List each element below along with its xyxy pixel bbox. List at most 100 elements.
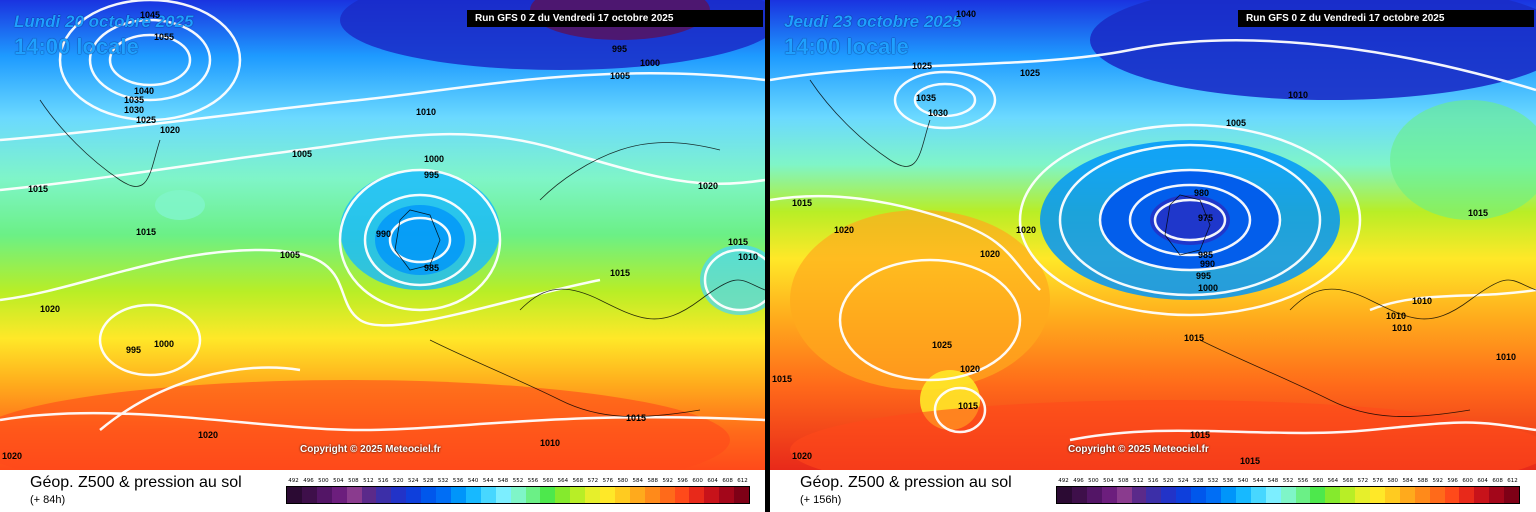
legend-swatch [1265, 487, 1281, 503]
legend-label: 608 [722, 478, 733, 484]
legend-label: 504 [333, 478, 344, 484]
legend-swatch [1220, 487, 1236, 503]
legend-label: 540 [1237, 478, 1249, 484]
legend-label: 496 [1073, 478, 1084, 484]
legend-label: 496 [303, 478, 314, 484]
forecast-date: Jeudi 23 octobre 2025 [784, 12, 962, 31]
isobar-label: 1000 [154, 339, 175, 349]
legend-label: 508 [348, 478, 359, 484]
legend-label: 492 [288, 478, 299, 484]
legend-label: 492 [1058, 478, 1069, 484]
legend-swatch [555, 487, 571, 503]
legend-label: 608 [1492, 478, 1503, 484]
legend-label: 528 [422, 478, 434, 484]
legend-label: 576 [1372, 478, 1384, 484]
legend-label: 572 [1357, 478, 1369, 484]
legend-label: 588 [1417, 478, 1428, 484]
legend-label: 600 [1462, 478, 1473, 484]
legend-label: 564 [557, 478, 569, 484]
isobar-label: 1005 [292, 149, 313, 159]
isobar-label: 980 [1194, 188, 1210, 198]
isobar-label: 1020 [960, 364, 981, 374]
panel-divider [765, 0, 770, 512]
legend-label: 556 [527, 478, 539, 484]
isobar-label: 1010 [1496, 352, 1517, 362]
legend-label: 516 [1148, 478, 1159, 484]
legend-swatch [495, 487, 511, 503]
legend-label: 524 [1177, 478, 1189, 484]
isobar-label: 1005 [1226, 118, 1247, 128]
isobar-label: 1020 [198, 430, 219, 440]
legend-swatch [585, 487, 601, 503]
left-footer: Géop. Z500 & pression au sol (+ 84h) 492… [0, 470, 765, 512]
isobar-label: 990 [1200, 259, 1216, 269]
isobar-label: 1040 [956, 9, 977, 19]
legend-swatch [1459, 487, 1475, 503]
legend-label: 552 [512, 478, 524, 484]
legend-swatch [1235, 487, 1251, 503]
legend-swatch [287, 487, 302, 503]
legend-label: 548 [497, 478, 509, 484]
copyright: Copyright © 2025 Meteociel.fr [300, 444, 441, 455]
isobar-label: 1015 [1190, 430, 1211, 440]
legend-swatch [1429, 487, 1445, 503]
legend-swatch [1474, 487, 1490, 503]
legend-label: 584 [1402, 478, 1414, 484]
isobar-label: 1020 [792, 451, 813, 461]
legend-label: 536 [1222, 478, 1234, 484]
legend-label: 596 [677, 478, 688, 484]
forecast-step: (+ 84h) [30, 494, 66, 506]
legend-label: 576 [602, 478, 614, 484]
run-banner: Run GFS 0 Z du Vendredi 17 octobre 2025 [1238, 10, 1534, 27]
legend-swatch [525, 487, 541, 503]
isobar-label: 985 [1198, 250, 1214, 260]
isobar-label: 1055 [154, 32, 175, 42]
isobar-label: 995 [126, 345, 142, 355]
legend-swatch [1340, 487, 1356, 503]
legend-swatch [1444, 487, 1460, 503]
isobar-label: 1020 [1016, 225, 1037, 235]
legend-label: 536 [452, 478, 464, 484]
right-map [770, 0, 1536, 470]
legend-label: 528 [1192, 478, 1204, 484]
isobar-label: 995 [424, 170, 440, 180]
forecast-time: 14:00 locale [14, 34, 139, 59]
legend-swatch [719, 487, 735, 503]
right-map-svg [770, 0, 1536, 470]
legend-swatch [316, 487, 332, 503]
legend-swatch [1161, 487, 1177, 503]
forecast-time: 14:00 locale [784, 34, 909, 59]
isobar-label: 1000 [424, 154, 445, 164]
legend-label: 612 [737, 478, 748, 484]
legend-label: 556 [1297, 478, 1309, 484]
legend-swatch [510, 487, 526, 503]
legend-label: 520 [393, 478, 404, 484]
isobar-label: 1040 [134, 86, 155, 96]
isobar-label: 1010 [1288, 90, 1309, 100]
legend-label: 508 [1118, 478, 1129, 484]
isobar-label: 1015 [610, 268, 631, 278]
legend-label: 612 [1507, 478, 1518, 484]
isobar-label: 1045 [140, 10, 161, 20]
isobar-label: 1030 [124, 105, 145, 115]
legend-label: 560 [1312, 478, 1324, 484]
legend-labels: 492 496 500 504 508 512 516 520 524 528 532 536 540 5… [1056, 478, 1520, 486]
isobar-label: 1015 [772, 374, 793, 384]
isobar-label: 1020 [160, 125, 181, 135]
isobar-label: 1015 [958, 401, 979, 411]
left-map-svg [0, 0, 765, 470]
isobar-label: 1005 [280, 250, 301, 260]
legend-bar [286, 486, 750, 504]
legend-swatch [1191, 487, 1207, 503]
legend-label: 532 [1207, 478, 1219, 484]
isobar-label: 1030 [928, 108, 949, 118]
legend-label: 564 [1327, 478, 1339, 484]
isobar-label: 1005 [610, 71, 631, 81]
run-banner: Run GFS 0 Z du Vendredi 17 octobre 2025 [467, 10, 763, 27]
legend-label: 568 [1342, 478, 1354, 484]
isobar-label: 1010 [540, 438, 561, 448]
legend-label: 604 [707, 478, 718, 484]
legend-label: 588 [647, 478, 658, 484]
isobar-label: 1020 [698, 181, 719, 191]
legend-swatch [1146, 487, 1162, 503]
